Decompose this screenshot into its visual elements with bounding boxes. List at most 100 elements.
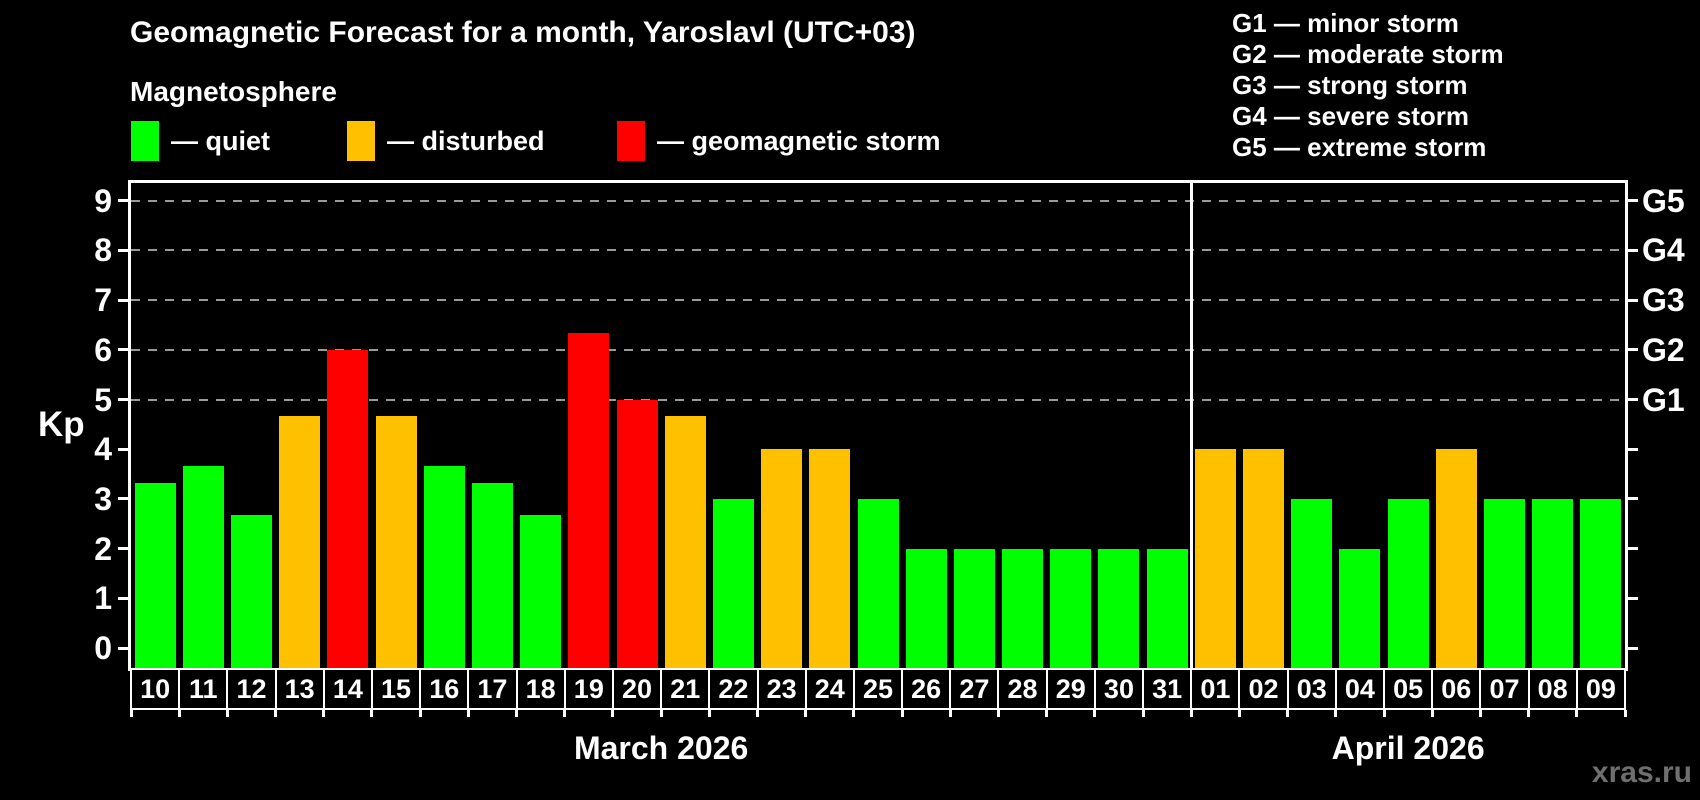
y-tick-label-3: 3 [94,480,112,517]
y-tick-right-kp-1 [1628,596,1638,600]
legend-label-quiet: — quiet [171,125,270,156]
storm-color-swatch [617,121,645,161]
kp-bar-march-20 [616,399,658,668]
x-axis-tick [1045,710,1049,717]
y-tick-right-kp-7 [1628,298,1638,302]
y-tick-label-0: 0 [94,630,112,666]
y-tick-label-9: 9 [94,182,112,219]
day-cell-march-29: 29 [1045,668,1096,710]
legend-item-storm: — geomagnetic storm [617,120,941,162]
gridline-kp-9 [131,199,1625,202]
day-label-row: 10 11 12 13 14 15 16 17 18 19 20 21 22 23 24 25 26 27 28 29… [130,668,1626,710]
y-tick-right-kp-2 [1628,547,1638,551]
kp-bar-march-24 [809,449,851,668]
kp-bar-april-09 [1580,498,1622,668]
day-cell-april-06: 06 [1431,668,1482,710]
x-axis-tick [756,710,760,717]
x-axis-tick [1527,710,1531,717]
kp-bar-march-10 [134,482,176,668]
y-tick-label-7: 7 [94,282,112,319]
kp-bar-april-08 [1532,498,1574,668]
kp-bar-march-18 [520,515,562,668]
day-cell-march-11: 11 [178,668,229,710]
day-cell-march-21: 21 [660,668,711,710]
x-axis-tick [1575,710,1579,717]
x-axis-tick [948,710,952,717]
x-axis-tick [370,710,374,717]
plot-area [128,180,1628,671]
x-axis-tick [996,710,1000,717]
y-tick-label-1: 1 [94,580,112,617]
x-axis-tick [466,710,470,717]
y-tick-left-kp-9 [118,199,128,203]
kp-bar-march-29 [1050,548,1092,668]
day-cell-march-14: 14 [322,668,373,710]
y-tick-label-2: 2 [94,530,112,567]
x-axis-tick [1093,710,1097,717]
kp-bar-march-11 [182,465,224,668]
y-tick-left-kp-1 [118,596,128,600]
x-axis-tick [804,710,808,717]
y-tick-left-kp-6 [118,348,128,352]
x-axis-tick [1334,710,1338,717]
kp-bar-march-12 [230,515,272,668]
legend-item-disturbed: — disturbed [347,120,545,162]
day-cell-march-16: 16 [419,668,470,710]
y-tick-right-kp-5 [1628,398,1638,401]
kp-bar-march-26 [905,548,947,668]
y-tick-label-6: 6 [94,331,112,368]
x-axis-tick [274,710,278,717]
x-axis-tick [177,710,181,717]
watermark: xras.ru [1591,756,1692,789]
y-tick-left-kp-5 [118,398,128,401]
g4-legend-line: G4 — severe storm [1232,101,1470,131]
x-axis-tick [707,710,711,717]
x-axis-tick [611,710,615,717]
y-tick-right-kp-4 [1628,447,1638,451]
disturbed-color-swatch [347,121,375,161]
x-axis-tick [1478,710,1482,717]
right-axis-label-g3: G3 [1642,282,1685,319]
day-cell-april-03: 03 [1286,668,1337,710]
x-axis-tick [852,710,856,717]
kp-bar-march-14 [327,349,369,668]
day-cell-march-23: 23 [756,668,807,710]
gridline-kp-7 [131,299,1625,302]
legend-item-quiet: — quiet [131,120,270,162]
day-cell-april-08: 08 [1527,668,1578,710]
right-axis-label-g5: G5 [1642,182,1685,219]
x-axis-tick [1189,710,1193,717]
y-tick-left-kp-7 [118,298,128,302]
day-cell-march-10: 10 [130,668,181,710]
kp-bar-april-05 [1387,498,1429,668]
x-axis-tick [1237,710,1241,717]
gridline-kp-6 [131,348,1625,351]
day-cell-march-24: 24 [804,668,855,710]
g3-legend-line: G3 — strong storm [1232,70,1468,100]
gridline-kp-5 [131,398,1625,401]
day-cell-march-27: 27 [949,668,1000,710]
day-cell-march-15: 15 [370,668,422,710]
x-axis-tick [1430,710,1434,717]
kp-bar-march-23 [761,449,803,668]
x-axis-tick [1382,710,1386,717]
x-axis-tick [515,710,519,717]
g5-legend-line: G5 — extreme storm [1232,132,1487,162]
day-cell-april-02: 02 [1238,668,1289,710]
right-axis-label-g1: G1 [1642,381,1685,418]
kp-bar-april-06 [1435,449,1477,668]
kp-bar-march-17 [471,482,513,668]
month-label-april: April 2026 [1331,730,1485,766]
day-cell-march-19: 19 [563,668,614,710]
day-cell-march-22: 22 [708,668,759,710]
day-cell-april-07: 07 [1479,668,1530,710]
g1-legend-line: G1 — minor storm [1232,8,1459,38]
day-cell-april-04: 04 [1334,668,1386,710]
month-separator-line [1189,183,1193,668]
kp-bar-march-31 [1146,548,1188,668]
g2-legend-line: G2 — moderate storm [1232,39,1504,69]
kp-bar-april-02 [1243,449,1285,668]
chart-title: Geomagnetic Forecast for a month, Yarosl… [130,16,916,49]
x-axis-tick [1141,710,1145,717]
y-tick-right-kp-9 [1628,199,1638,203]
